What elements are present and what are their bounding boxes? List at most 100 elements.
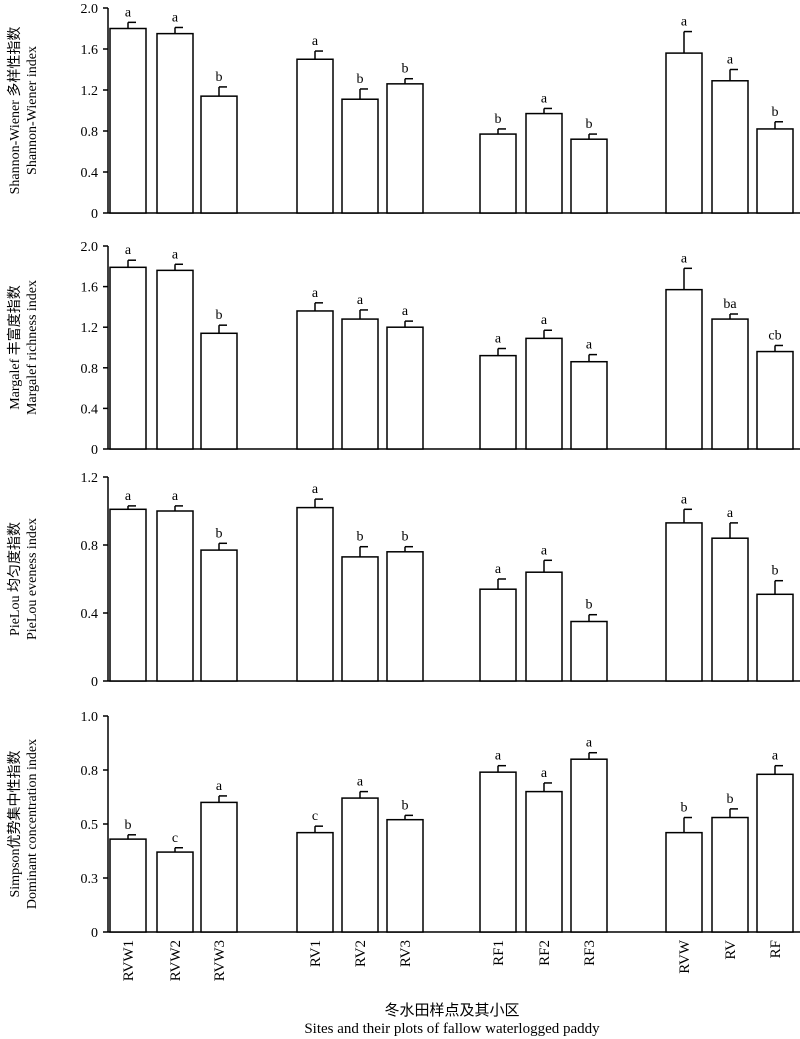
significance-letter: a (172, 489, 179, 504)
significance-letter: a (357, 293, 364, 308)
bar-RV3 (386, 83, 424, 214)
significance-letter: a (216, 779, 223, 794)
x-tick-label-RF2: RF2 (537, 940, 553, 966)
bar-RV (711, 80, 749, 214)
bar-RF2 (525, 790, 563, 933)
y-tick-label: 2.0 (81, 240, 99, 255)
y-axis-title-en: Dominant concentration index (25, 739, 40, 909)
significance-letter: a (495, 749, 502, 764)
significance-letter: a (586, 736, 593, 751)
significance-letter: cb (768, 328, 781, 343)
bar-RVW1 (109, 266, 147, 450)
bar-RF2 (525, 337, 563, 450)
y-tick-label: 1.2 (81, 321, 99, 336)
bar-RF1 (479, 588, 517, 682)
y-tick-label: 0.5 (81, 818, 99, 833)
significance-letter: b (216, 308, 223, 323)
bar-RF3 (570, 138, 608, 214)
significance-letter: b (681, 801, 688, 816)
x-tick-label-RV3: RV3 (398, 940, 414, 967)
y-tick-label: 2.0 (81, 2, 99, 17)
significance-letter: a (312, 286, 319, 301)
bar-RVW2 (156, 851, 194, 933)
significance-letter: a (772, 749, 779, 764)
x-tick-label-RF: RF (768, 940, 784, 958)
significance-letter: a (357, 775, 364, 790)
bar-RF3 (570, 620, 608, 682)
significance-letter: a (681, 251, 688, 266)
bar-RVW3 (200, 801, 238, 933)
bar-RVW2 (156, 32, 194, 214)
bar-RV1 (296, 506, 334, 682)
x-tick-label-RVW2: RVW2 (168, 940, 184, 981)
x-tick-label-RV2: RV2 (353, 940, 369, 967)
y-tick-label: 0.8 (81, 125, 99, 140)
bar-RVW (665, 52, 703, 214)
significance-letter: b (357, 72, 364, 87)
significance-letter: a (125, 243, 132, 258)
significance-letter: a (125, 5, 132, 20)
bar-RF (756, 773, 794, 933)
y-tick-label: 1.0 (81, 710, 99, 725)
bar-RV1 (296, 58, 334, 214)
significance-letter: b (586, 117, 593, 132)
y-axis-title-en: Margalef richness index (25, 280, 40, 415)
y-axis-title-cn: PieLou 均匀度指数 (7, 522, 23, 636)
bar-RVW (665, 522, 703, 682)
bar-RV1 (296, 831, 334, 933)
significance-letter: a (495, 562, 502, 577)
bar-RF3 (570, 758, 608, 933)
bar-RVW1 (109, 27, 147, 214)
panel-4: 0 0.3 0.5 0.8 1.0 b c a c a b a a a b b a Simpson优势集中性指数 D… (6, 710, 800, 941)
significance-letter: b (772, 564, 779, 579)
y-tick-label: 0.3 (81, 872, 99, 887)
significance-letter: a (586, 338, 593, 353)
y-axis-title-cn: Margalef 丰富度指数 (6, 285, 23, 410)
significance-letter: a (727, 506, 734, 521)
significance-letter: b (216, 70, 223, 85)
bar-RV (711, 537, 749, 682)
bar-RVW2 (156, 269, 194, 450)
significance-letter: b (125, 818, 132, 833)
significance-letter: a (541, 91, 548, 106)
significance-letter: a (541, 766, 548, 781)
bar-RVW1 (109, 508, 147, 682)
y-tick-label: 0.4 (81, 166, 99, 181)
bar-RF2 (525, 571, 563, 682)
y-tick-label: 1.2 (81, 471, 99, 486)
y-tick-label: 0.8 (81, 764, 99, 779)
bar-RV1 (296, 310, 334, 450)
y-tick-label: 0 (91, 675, 98, 690)
significance-letter: b (216, 526, 223, 541)
significance-letter: a (312, 482, 319, 497)
significance-letter: b (357, 530, 364, 545)
bar-RF3 (570, 360, 608, 450)
x-tick-label-RVW3: RVW3 (212, 940, 228, 981)
bar-RV3 (386, 818, 424, 933)
y-tick-label: 0.4 (81, 402, 99, 417)
significance-letter: b (586, 598, 593, 613)
significance-letter: b (495, 112, 502, 127)
bar-RF1 (479, 771, 517, 933)
significance-letter: a (541, 543, 548, 558)
bar-RV2 (341, 797, 379, 933)
bar-RVW2 (156, 510, 194, 682)
bar-RV2 (341, 556, 379, 682)
significance-letter: b (772, 105, 779, 120)
bar-RF1 (479, 354, 517, 450)
significance-letter: b (402, 798, 409, 813)
y-tick-label: 0.4 (81, 607, 99, 622)
significance-letter: a (541, 313, 548, 328)
y-tick-label: 0 (91, 443, 98, 458)
panel-1: 0 0.4 0.8 1.2 1.6 2.0 a a b a b b b a b a a b Shannon-Wien… (6, 2, 800, 222)
bar-RV2 (341, 318, 379, 450)
bar-RV2 (341, 98, 379, 214)
significance-letter: a (172, 10, 179, 25)
bar-RV3 (386, 551, 424, 682)
y-tick-label: 0.8 (81, 539, 99, 554)
significance-letter: a (402, 304, 409, 319)
significance-letter: a (681, 492, 688, 507)
x-tick-label-RF1: RF1 (491, 940, 507, 966)
y-tick-label: 1.6 (81, 281, 99, 296)
